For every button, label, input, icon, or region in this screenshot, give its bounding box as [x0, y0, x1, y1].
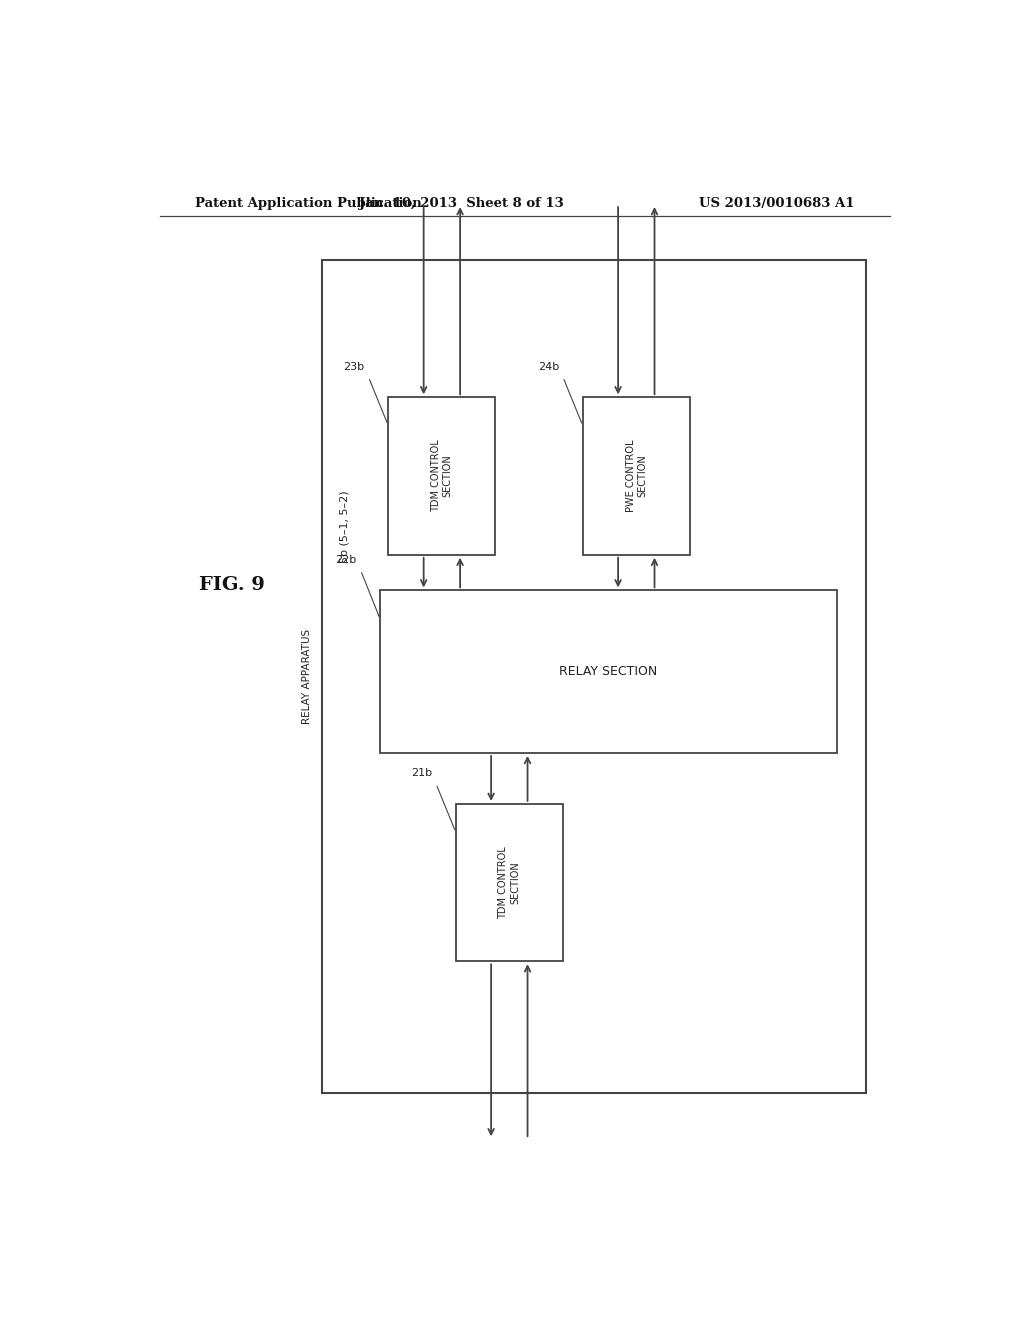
Text: 23b: 23b — [343, 362, 365, 372]
Bar — [583, 397, 690, 554]
Text: RELAY APPARATUS: RELAY APPARATUS — [301, 630, 311, 725]
Text: US 2013/0010683 A1: US 2013/0010683 A1 — [698, 197, 854, 210]
Text: 5b (5–1, 5–2): 5b (5–1, 5–2) — [340, 491, 349, 564]
Bar — [380, 590, 837, 752]
Text: TDM CONTROL
SECTION: TDM CONTROL SECTION — [499, 846, 520, 919]
Text: RELAY SECTION: RELAY SECTION — [559, 665, 657, 678]
Bar — [323, 260, 866, 1093]
Text: 21b: 21b — [411, 768, 432, 779]
Text: Patent Application Publication: Patent Application Publication — [196, 197, 422, 210]
Text: 24b: 24b — [538, 362, 559, 372]
Text: 22b: 22b — [335, 554, 356, 565]
Text: TDM CONTROL
SECTION: TDM CONTROL SECTION — [431, 440, 453, 512]
Bar — [456, 804, 563, 961]
Text: FIG. 9: FIG. 9 — [200, 577, 265, 594]
Text: PWE CONTROL
SECTION: PWE CONTROL SECTION — [626, 440, 647, 512]
Text: Jan. 10, 2013  Sheet 8 of 13: Jan. 10, 2013 Sheet 8 of 13 — [359, 197, 563, 210]
Bar — [388, 397, 496, 554]
